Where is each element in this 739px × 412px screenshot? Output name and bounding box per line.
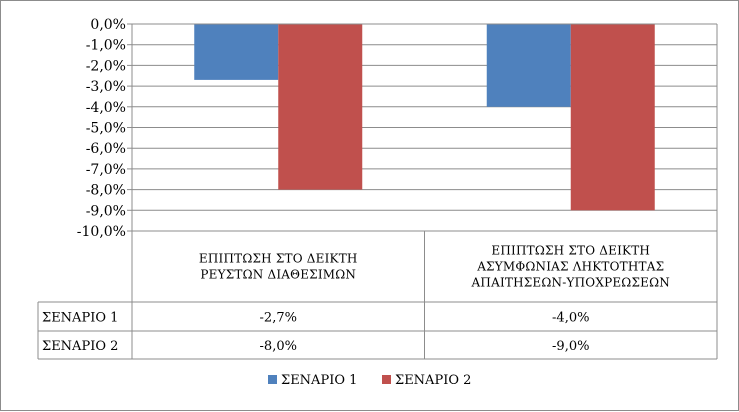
category-label: ΡΕΥΣΤΩΝ ΔΙΑΘΕΣΙΜΩΝ [200,268,356,282]
data-label: -4,0% [552,311,589,326]
y-tick-label: -4,0% [86,100,126,116]
category-label: ΕΠΙΠΤΩΣΗ ΣΤΟ ΔΕΙΚΤΗ [491,244,650,258]
bar-1-2 [486,24,571,107]
y-tick-label: -6,0% [86,141,126,157]
legend-swatch-2 [382,375,391,384]
legend-swatch-1 [268,375,277,384]
y-tick-label: -10,0% [77,224,126,240]
y-tick-label: -3,0% [86,79,126,95]
bar-1-1 [194,24,279,80]
y-tick-label: -1,0% [86,38,126,54]
bar-2-1 [278,24,363,190]
category-label: ΑΣΥΜΦΩΝΙΑΣ ΛΗΚΤΟΤΗΤΑΣ [476,260,664,274]
series-row-label: ΣΕΝΑΡΙΟ 1 [42,311,118,326]
legend-entry: ΣΕΝΑΡΙΟ 2 [395,373,471,388]
series-row-label: ΣΕΝΑΡΙΟ 2 [42,339,118,354]
y-tick-label: -5,0% [86,121,126,137]
y-tick-label: -7,0% [86,162,126,178]
category-label: ΕΠΙΠΤΩΣΗ ΣΤΟ ΔΕΙΚΤΗ [199,252,358,266]
bar-2-2 [570,24,655,211]
y-tick-label: -2,0% [86,58,126,74]
data-label: -2,7% [260,311,297,326]
y-tick-label: -9,0% [86,203,126,219]
data-label: -8,0% [260,339,297,354]
y-tick-label: 0,0% [90,17,126,33]
data-label: -9,0% [552,339,589,354]
legend-entry: ΣΕΝΑΡΙΟ 1 [281,373,357,388]
category-label: ΑΠΑΙΤΗΣΕΩΝ-ΥΠΟΧΡΕΩΣΕΩΝ [471,276,670,290]
y-tick-label: -8,0% [86,183,126,199]
